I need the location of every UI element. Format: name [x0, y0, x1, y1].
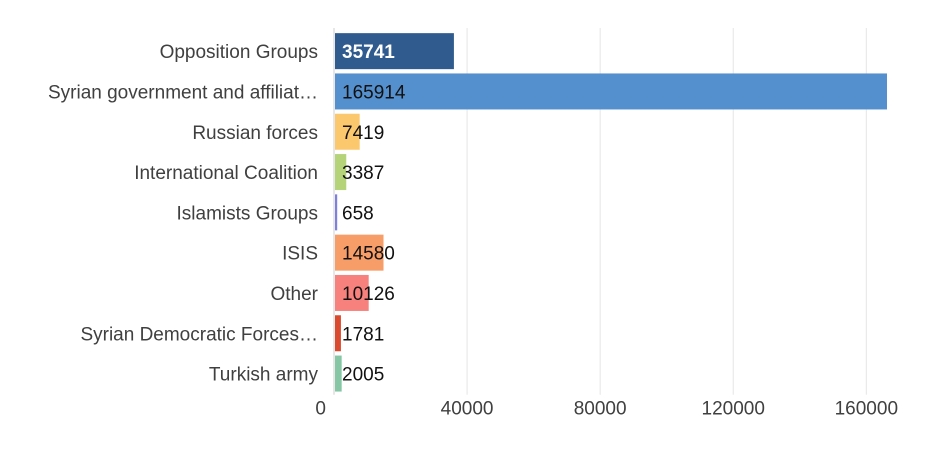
category-label: Syrian Democratic Forces… [80, 324, 318, 345]
x-tick-label: 80000 [574, 399, 627, 420]
bar [335, 194, 338, 231]
bar [335, 355, 342, 392]
value-label: 1781 [342, 324, 384, 345]
x-tick-label: 40000 [441, 399, 494, 420]
value-label: 35741 [342, 42, 395, 63]
bar [335, 154, 347, 191]
category-label: Russian forces [192, 123, 318, 144]
value-label: 10126 [342, 284, 395, 305]
value-labels: 35741 165914 7419 3387 658 14580 10126 1781 2005 [342, 42, 406, 385]
category-label: Syrian government and affiliat… [48, 82, 318, 103]
x-tick-label: 120000 [702, 399, 765, 420]
bar [335, 73, 887, 110]
value-label: 3387 [342, 163, 384, 184]
x-tick-label: 0 [315, 399, 326, 420]
x-tick-label: 160000 [835, 399, 898, 420]
value-label: 165914 [342, 82, 406, 103]
value-label: 14580 [342, 244, 395, 265]
category-label: Opposition Groups [160, 42, 318, 63]
x-axis-ticks: 0 40000 80000 120000 160000 [315, 399, 898, 420]
category-label: ISIS [282, 244, 318, 265]
bar [335, 234, 384, 271]
bar [335, 33, 454, 70]
bar [335, 274, 369, 311]
category-label: Other [270, 284, 318, 305]
category-labels: Opposition Groups Syrian government and a… [48, 42, 319, 385]
category-label: International Coalition [134, 163, 318, 184]
category-label: Islamists Groups [177, 203, 318, 224]
bar [335, 113, 360, 150]
value-label: 7419 [342, 123, 384, 144]
bars [335, 33, 887, 392]
value-label: 2005 [342, 365, 384, 386]
category-label: Turkish army [209, 365, 319, 386]
value-label: 658 [342, 203, 374, 224]
bar [335, 315, 341, 352]
